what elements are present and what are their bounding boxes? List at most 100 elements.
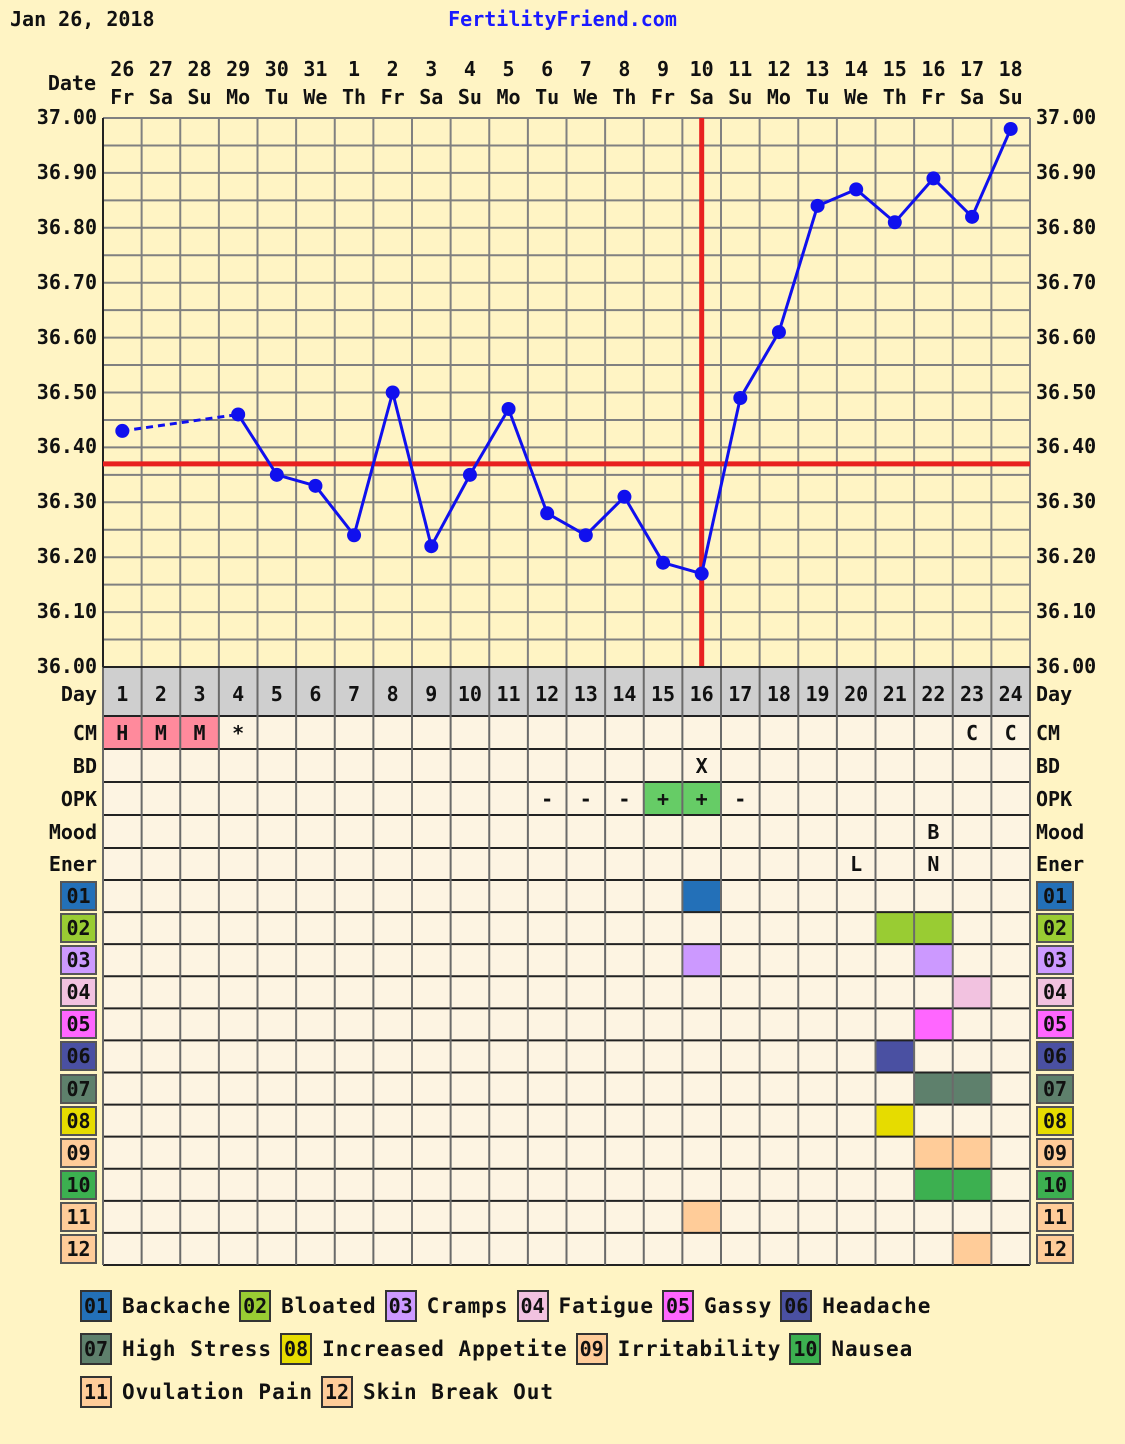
symptom-code-right: 07 <box>1036 1073 1074 1104</box>
highlighted-cell <box>141 716 181 749</box>
symptom-cell <box>682 944 721 977</box>
observation-cell: * <box>232 720 245 745</box>
weekday-label: Fr <box>921 85 946 109</box>
weekday-label: Th <box>612 85 637 109</box>
y-tick-label-left: 36.70 <box>36 269 97 294</box>
symptom-cell <box>875 1040 915 1073</box>
y-tick-label-left: 36.80 <box>36 214 97 239</box>
y-tick-label-left: 36.60 <box>36 324 97 349</box>
weekday-label: Sa <box>148 85 173 109</box>
temperature-segment <box>391 392 433 547</box>
legend-item: 09 Irritability <box>575 1332 782 1365</box>
legend-swatch: 05 <box>662 1289 695 1322</box>
observation-cell: C <box>966 720 979 745</box>
observation-cell: - <box>579 786 592 811</box>
y-tick-label-left: 36.40 <box>36 434 97 459</box>
y-tick-label-right: 37.00 <box>1036 105 1097 129</box>
row-label-right: OPK <box>1036 786 1073 811</box>
temperature-point <box>771 325 786 340</box>
temperature-segment <box>893 177 935 224</box>
temperature-segment <box>855 188 896 224</box>
observation-cell: M <box>193 720 206 745</box>
weekday-label: We <box>573 85 598 109</box>
legend-swatch: 07 <box>80 1332 112 1365</box>
weekday-label: Sa <box>419 85 444 109</box>
legend-label: Increased Appetite <box>322 1336 568 1361</box>
cycle-day-label: 19 <box>805 682 830 706</box>
highlighted-cell <box>180 716 219 749</box>
cycle-day-label: 12 <box>535 682 560 706</box>
symptom-code-left: 05 <box>60 1009 97 1040</box>
symptom-legend: 01 Backache 02 Bloated 03 Cramps 04 Fatigue 05 Ga… <box>80 1284 1080 1413</box>
cycle-day-label: 15 <box>651 682 676 706</box>
legend-label: High Stress <box>122 1336 273 1361</box>
date-label: 29 <box>226 57 251 81</box>
row-label-right: BD <box>1036 753 1061 778</box>
date-label: 4 <box>463 57 476 81</box>
symptom-code-left: 10 <box>60 1169 97 1200</box>
observation-cell: H <box>116 720 129 745</box>
symptom-code-left: 02 <box>60 913 97 944</box>
legend-item: 04 Fatigue <box>516 1289 655 1322</box>
cycle-day-label: 17 <box>728 682 753 706</box>
symptom-code-left: 08 <box>60 1105 97 1136</box>
legend-item: 03 Cramps <box>384 1289 509 1322</box>
date-label: 26 <box>110 57 135 81</box>
legend-swatch: 06 <box>780 1289 813 1322</box>
date-label: 27 <box>148 57 173 81</box>
temperature-point <box>269 467 284 482</box>
date-label: 15 <box>882 57 907 81</box>
weekday-label: Su <box>728 85 753 109</box>
y-tick-label-left: 36.10 <box>36 599 97 624</box>
weekday-label: We <box>844 85 869 109</box>
symptom-cell <box>952 1136 992 1169</box>
temperature-segment <box>739 331 781 399</box>
legend-label: Bloated <box>281 1293 377 1318</box>
temperature-point <box>462 467 477 482</box>
legend-item: 07 High Stress <box>80 1332 273 1365</box>
temperature-point <box>1003 121 1018 136</box>
cycle-day-label: 11 <box>496 682 521 706</box>
legend-swatch: 12 <box>321 1375 354 1408</box>
symptom-code-right: 01 <box>1036 881 1074 912</box>
cycle-day-label: 1 <box>116 682 129 706</box>
legend-item: 05 Gassy <box>662 1289 773 1322</box>
temperature-segment <box>932 177 974 218</box>
legend-row: 01 Backache 02 Bloated 03 Cramps 04 Fatigue 05 Ga… <box>80 1284 1080 1327</box>
legend-label: Irritability <box>617 1336 782 1361</box>
y-tick-label-right: 36.40 <box>1036 434 1097 459</box>
cycle-day-label: 10 <box>457 682 482 706</box>
row-label-left: Mood <box>48 819 97 844</box>
temperature-point <box>578 528 593 543</box>
cycle-day-label: 16 <box>689 682 714 706</box>
temperature-segment <box>777 205 819 333</box>
legend-item: 02 Bloated <box>239 1289 377 1322</box>
cycle-day-label: 5 <box>270 682 283 706</box>
weekday-label: Fr <box>110 85 135 109</box>
temperature-segment <box>546 511 587 537</box>
weekday-label: Tu <box>264 85 289 109</box>
symptom-cell <box>952 1232 992 1265</box>
weekday-label: Fr <box>380 85 405 109</box>
site-link[interactable]: FertilityFriend.com <box>448 7 677 31</box>
y-tick-label-left: 36.20 <box>36 544 97 569</box>
symptom-code-right: 03 <box>1036 945 1074 976</box>
date-label: 7 <box>579 57 592 81</box>
date-label: 2 <box>386 57 399 81</box>
symptom-code-left: 07 <box>60 1073 97 1104</box>
legend-label: Gassy <box>704 1293 773 1318</box>
date-label: 17 <box>960 57 985 81</box>
symptom-code-right: 02 <box>1036 913 1074 944</box>
temperature-point <box>501 401 516 416</box>
observation-cell: X <box>695 753 708 778</box>
symptom-code-left: 03 <box>60 945 97 976</box>
observation-cell: C <box>1004 720 1017 745</box>
legend-item: 11 Ovulation Pain <box>80 1375 313 1408</box>
cycle-day-label: 3 <box>193 682 206 706</box>
legend-row: 11 Ovulation Pain 12 Skin Break Out <box>80 1370 1080 1413</box>
weekday-label: Mo <box>496 85 521 109</box>
symptom-cell <box>952 1168 992 1201</box>
symptom-cell <box>875 1104 915 1137</box>
